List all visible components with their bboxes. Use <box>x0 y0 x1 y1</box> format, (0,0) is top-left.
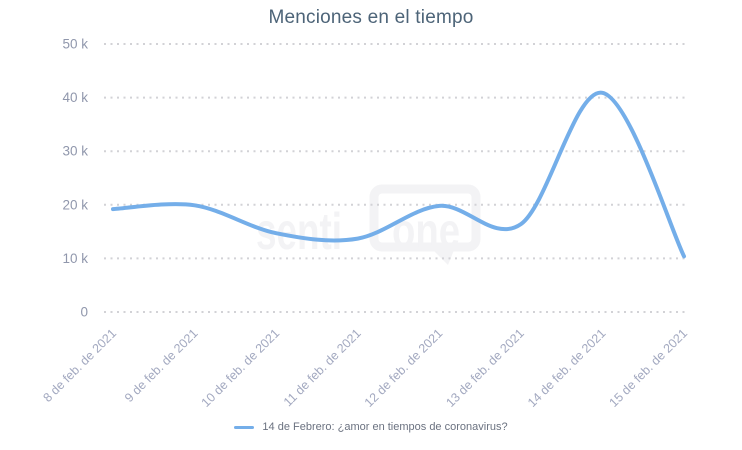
y-axis-tick-label: 10 k <box>62 251 88 266</box>
y-axis-tick-label: 40 k <box>62 90 88 105</box>
chart-title: Menciones en el tiempo <box>268 7 474 28</box>
x-axis-tick-label: 15 de feb. de 2021 <box>606 326 690 410</box>
x-axis-tick-label: 14 de feb. de 2021 <box>525 326 609 410</box>
legend-label: 14 de Febrero: ¿amor en tiempos de coron… <box>262 421 508 433</box>
y-axis-tick-label: 30 k <box>62 144 88 159</box>
x-axis-tick-label: 10 de feb. de 2021 <box>199 326 283 410</box>
y-axis-tick-label: 50 k <box>62 37 88 52</box>
watermark-bubble-tail <box>428 245 456 265</box>
y-axis-tick-label: 20 k <box>62 197 88 212</box>
x-axis-tick-label: 12 de feb. de 2021 <box>362 326 446 410</box>
legend[interactable]: 14 de Febrero: ¿amor en tiempos de coron… <box>0 421 742 433</box>
x-axis-tick-label: 11 de feb. de 2021 <box>281 326 364 409</box>
x-axis-tick-label: 8 de feb. de 2021 <box>40 326 119 405</box>
x-axis-tick-label: 9 de feb. de 2021 <box>122 326 201 405</box>
x-axis-tick-label: 13 de feb. de 2021 <box>443 326 527 410</box>
y-axis-tick-label: 0 <box>80 305 88 320</box>
legend-line-marker <box>234 425 255 429</box>
series-line[interactable] <box>111 90 686 259</box>
